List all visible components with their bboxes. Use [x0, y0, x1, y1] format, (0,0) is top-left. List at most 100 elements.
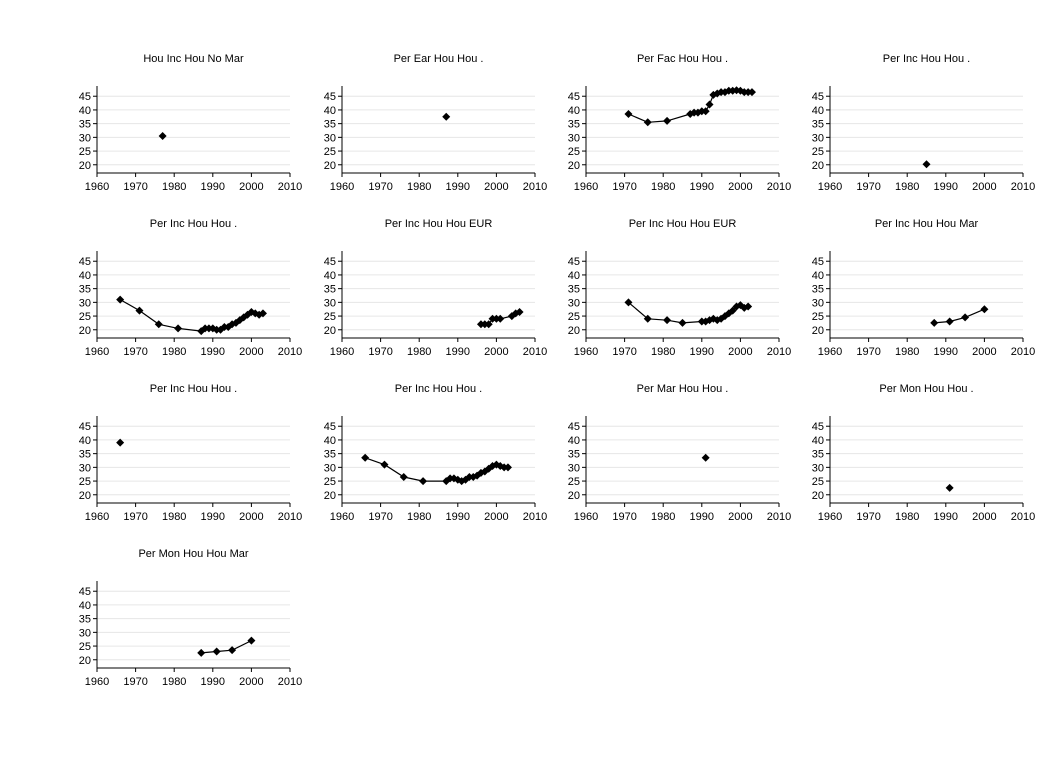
x-tick-label: 2000 [239, 346, 263, 358]
x-tick-label: 2010 [523, 181, 547, 193]
y-tick-label: 25 [812, 311, 824, 323]
y-tick-label: 40 [324, 270, 336, 282]
x-tick-label: 2000 [239, 676, 263, 688]
x-tick-label: 2010 [1011, 511, 1035, 523]
x-tick-label: 2010 [767, 346, 791, 358]
y-tick-label: 35 [79, 614, 91, 626]
y-tick-label: 30 [568, 462, 580, 474]
y-tick-label: 45 [324, 421, 336, 433]
data-point [116, 295, 125, 304]
x-tick-label: 1990 [934, 181, 958, 193]
data-point [624, 110, 633, 119]
panel-title: Per Inc Hou Hou . [883, 53, 970, 65]
x-tick-label: 2010 [767, 511, 791, 523]
x-tick-label: 1960 [574, 346, 598, 358]
y-tick-label: 20 [568, 160, 580, 172]
y-tick-label: 25 [79, 146, 91, 158]
data-point [247, 636, 256, 645]
y-tick-label: 30 [79, 297, 91, 309]
x-tick-label: 1980 [895, 346, 919, 358]
data-point [251, 309, 260, 318]
x-tick-label: 1970 [368, 511, 392, 523]
y-tick-label: 45 [568, 91, 580, 103]
y-tick-label: 35 [79, 284, 91, 296]
y-tick-label: 45 [324, 256, 336, 268]
y-tick-label: 20 [812, 490, 824, 502]
panel-title: Per Mon Hou Hou . [879, 383, 973, 395]
y-tick-label: 20 [79, 325, 91, 337]
y-tick-label: 40 [812, 435, 824, 447]
x-tick-label: 1960 [574, 181, 598, 193]
y-tick-label: 45 [79, 256, 91, 268]
x-tick-label: 1970 [856, 511, 880, 523]
panel-title: Per Inc Hou Hou . [150, 383, 237, 395]
x-tick-label: 1990 [201, 181, 225, 193]
data-point [624, 298, 633, 307]
x-tick-label: 1980 [651, 181, 675, 193]
y-tick-label: 25 [812, 476, 824, 488]
data-point [419, 477, 428, 486]
x-tick-label: 1970 [612, 511, 636, 523]
data-point [663, 116, 672, 125]
x-tick-label: 1990 [690, 346, 714, 358]
data-point [515, 307, 524, 316]
x-tick-label: 1960 [330, 346, 354, 358]
x-tick-label: 2000 [484, 181, 508, 193]
y-tick-label: 45 [812, 256, 824, 268]
x-tick-label: 1970 [368, 181, 392, 193]
series-line [201, 640, 252, 654]
panel-title: Per Inc Hou Hou . [395, 383, 482, 395]
x-tick-label: 1970 [123, 676, 147, 688]
data-point [930, 318, 939, 327]
panel-title: Per Inc Hou Hou Mar [875, 218, 979, 230]
data-point [643, 314, 652, 323]
data-point [484, 320, 493, 329]
x-tick-label: 1970 [123, 181, 147, 193]
x-tick-label: 1980 [651, 511, 675, 523]
x-tick-label: 1960 [85, 676, 109, 688]
y-tick-label: 45 [812, 421, 824, 433]
y-tick-label: 40 [812, 105, 824, 117]
x-tick-label: 1990 [201, 676, 225, 688]
series-line [119, 299, 264, 332]
x-tick-label: 1990 [690, 181, 714, 193]
y-tick-label: 30 [568, 132, 580, 144]
data-point [399, 472, 408, 481]
x-tick-label: 1970 [368, 346, 392, 358]
x-tick-label: 2010 [523, 511, 547, 523]
y-tick-label: 20 [568, 325, 580, 337]
y-tick-label: 40 [568, 105, 580, 117]
y-tick-label: 25 [568, 476, 580, 488]
y-tick-label: 30 [324, 297, 336, 309]
data-point [197, 648, 206, 657]
x-tick-label: 1970 [123, 511, 147, 523]
x-tick-label: 1970 [612, 181, 636, 193]
y-tick-label: 20 [324, 490, 336, 502]
data-point [174, 324, 183, 333]
y-tick-label: 40 [568, 270, 580, 282]
x-tick-label: 2010 [1011, 346, 1035, 358]
data-point [747, 88, 756, 97]
x-tick-label: 1970 [123, 346, 147, 358]
panel-title: Per Inc Hou Hou EUR [385, 218, 493, 230]
y-tick-label: 25 [324, 476, 336, 488]
x-tick-label: 2000 [484, 511, 508, 523]
y-tick-label: 30 [79, 132, 91, 144]
data-point [158, 131, 167, 140]
y-tick-label: 40 [812, 270, 824, 282]
panel-title: Per Inc Hou Hou . [150, 218, 237, 230]
y-tick-label: 30 [79, 462, 91, 474]
x-tick-label: 1980 [895, 511, 919, 523]
data-point [228, 646, 237, 655]
x-tick-label: 2000 [728, 511, 752, 523]
y-tick-label: 30 [812, 132, 824, 144]
panel-title: Per Fac Hou Hou . [637, 53, 728, 65]
x-tick-label: 1990 [201, 346, 225, 358]
x-tick-label: 2010 [278, 181, 302, 193]
